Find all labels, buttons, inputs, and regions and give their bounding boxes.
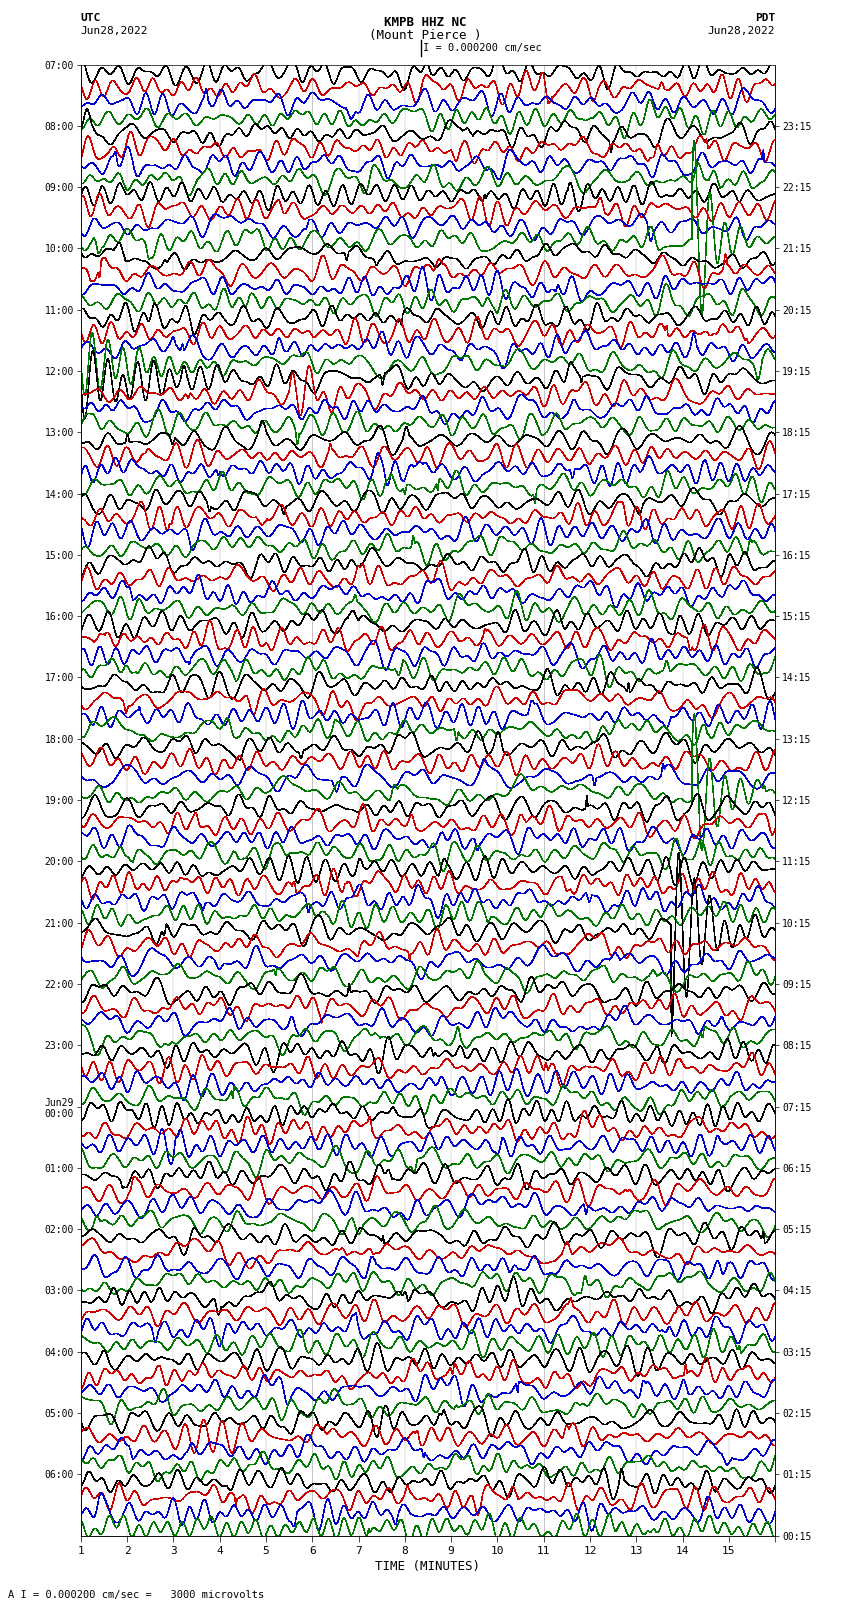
Text: UTC: UTC — [81, 13, 101, 23]
Text: I = 0.000200 cm/sec: I = 0.000200 cm/sec — [423, 44, 542, 53]
X-axis label: TIME (MINUTES): TIME (MINUTES) — [376, 1560, 480, 1573]
Text: KMPB HHZ NC: KMPB HHZ NC — [383, 16, 467, 29]
Text: Jun28,2022: Jun28,2022 — [708, 26, 775, 35]
Text: Jun28,2022: Jun28,2022 — [81, 26, 148, 35]
Text: A I = 0.000200 cm/sec =   3000 microvolts: A I = 0.000200 cm/sec = 3000 microvolts — [8, 1590, 264, 1600]
Text: (Mount Pierce ): (Mount Pierce ) — [369, 29, 481, 42]
Text: PDT: PDT — [755, 13, 775, 23]
